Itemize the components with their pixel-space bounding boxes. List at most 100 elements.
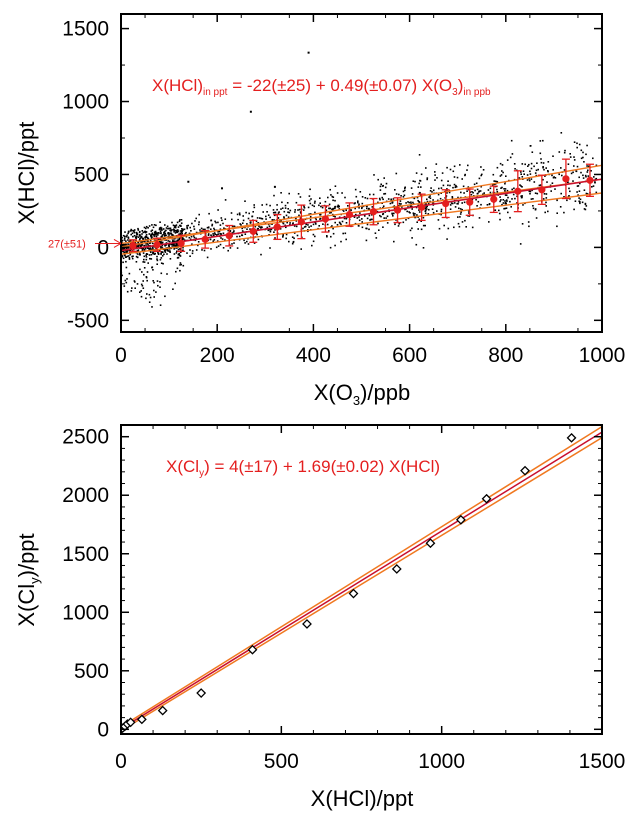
scatter-point	[356, 217, 359, 219]
scatter-point	[195, 237, 197, 240]
scatter-point	[530, 162, 533, 165]
scatter-point	[534, 208, 537, 210]
scatter-point	[218, 230, 221, 233]
scatter-point	[505, 175, 507, 177]
scatter-point	[582, 174, 584, 177]
scatter-point	[122, 250, 124, 253]
scatter-point	[197, 244, 199, 247]
scatter-point	[395, 172, 398, 175]
scatter-point	[167, 240, 169, 242]
scatter-point	[137, 227, 139, 230]
scatter-point	[269, 247, 271, 249]
scatter-point	[463, 192, 465, 194]
scatter-point	[569, 156, 572, 158]
scatter-point	[403, 194, 406, 197]
scatter-point	[133, 230, 135, 233]
scatter-point	[319, 218, 321, 220]
scatter-point	[424, 207, 426, 210]
scatter-point	[297, 209, 299, 211]
scatter-point	[576, 146, 578, 149]
scatter-point	[269, 216, 271, 219]
scatter-point	[169, 227, 172, 230]
scatter-point	[334, 244, 336, 247]
scatter-point	[529, 173, 532, 175]
scatter-point	[214, 233, 216, 235]
scatter-point	[173, 226, 176, 228]
scatter-point	[148, 233, 151, 235]
scatter-point	[449, 204, 452, 206]
scatter-point	[141, 271, 143, 273]
scatter-point	[176, 267, 179, 270]
scatter-point	[585, 192, 588, 195]
x-axis-label: X(O3)/ppb	[314, 380, 411, 408]
scatter-point	[523, 173, 525, 175]
scatter-point	[328, 207, 330, 210]
scatter-point	[440, 210, 443, 213]
scatter-point	[269, 204, 271, 207]
scatter-point	[359, 212, 361, 214]
scatter-point	[534, 192, 537, 194]
scatter-point	[233, 242, 235, 244]
scatter-point	[498, 209, 500, 212]
scatter-point	[181, 236, 184, 239]
scatter-point	[566, 199, 568, 202]
scatter-point	[166, 273, 168, 275]
scatter-point	[376, 210, 379, 213]
scatter-point	[578, 190, 581, 192]
scatter-point	[241, 222, 244, 224]
scatter-point	[177, 226, 180, 228]
scatter-point	[288, 240, 290, 243]
scatter-point	[478, 191, 480, 193]
scatter-point	[389, 202, 392, 205]
scatter-point	[281, 201, 283, 204]
scatter-point	[527, 165, 529, 167]
cly-vs-hcl-plot: 0 500 1000 1500 0 500 1000 1500 2000 2500 X(Cly) …	[14, 424, 625, 811]
scatter-point	[255, 232, 258, 234]
scatter-point	[463, 201, 466, 204]
scatter-point	[177, 244, 179, 247]
scatter-point	[246, 240, 248, 243]
scatter-point	[307, 230, 309, 233]
scatter-point	[432, 211, 435, 214]
scatter-point	[427, 203, 430, 205]
scatter-point	[379, 189, 382, 191]
scatter-point	[543, 193, 546, 195]
scatter-point	[247, 217, 250, 220]
scatter-point	[480, 166, 482, 168]
scatter-point	[133, 280, 136, 282]
scatter-point	[329, 188, 331, 191]
scatter-point	[520, 185, 522, 187]
scatter-point	[161, 234, 164, 236]
scatter-point	[213, 227, 215, 230]
scatter-point	[408, 201, 411, 204]
scatter-point	[164, 251, 167, 253]
scatter-point	[143, 244, 145, 247]
scatter-point	[371, 218, 373, 221]
scatter-point	[418, 154, 421, 156]
scatter-point	[584, 208, 587, 211]
scatter-point	[502, 171, 504, 174]
scatter-point	[584, 202, 587, 205]
scatter-point	[506, 189, 509, 192]
scatter-point	[241, 227, 243, 230]
scatter-point	[201, 230, 203, 233]
scatter-point	[480, 185, 482, 188]
scatter-point	[586, 165, 588, 167]
scatter-point	[121, 248, 124, 251]
scatter-point	[576, 165, 579, 168]
scatter-point	[219, 233, 221, 235]
scatter-point	[429, 197, 432, 199]
scatter-point	[224, 218, 227, 220]
scatter-point	[193, 225, 195, 228]
scatter-point	[447, 180, 449, 182]
scatter-point	[419, 194, 422, 196]
y-tick-label: 1500	[62, 543, 109, 566]
scatter-point	[174, 232, 177, 234]
scatter-point	[142, 237, 145, 240]
scatter-point	[491, 184, 494, 186]
scatter-point	[204, 229, 206, 231]
scatter-point	[272, 209, 275, 211]
scatter-point	[141, 233, 143, 235]
scatter-point	[145, 225, 148, 228]
